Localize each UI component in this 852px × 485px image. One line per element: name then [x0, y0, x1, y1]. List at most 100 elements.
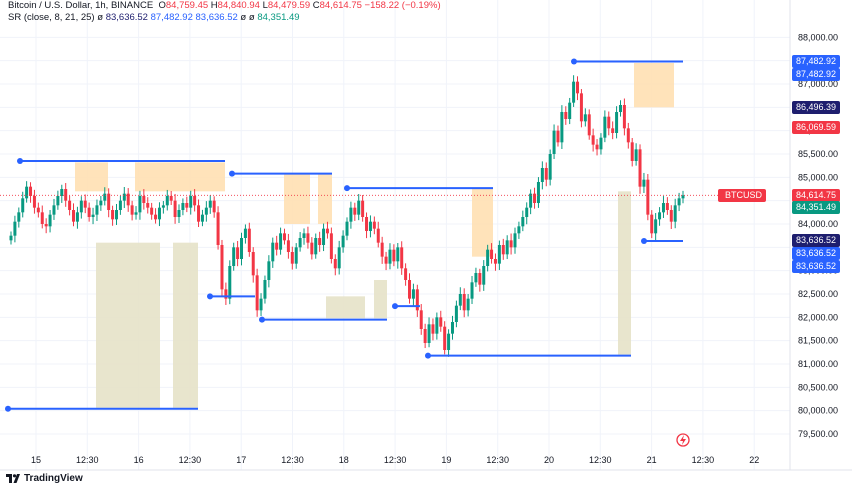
candle-body: [357, 200, 361, 215]
sr-zone: [374, 280, 387, 319]
candle-body: [544, 168, 548, 180]
candle-body: [325, 228, 329, 234]
candle-body: [48, 214, 52, 227]
candle-body: [650, 214, 654, 234]
candle-body: [404, 268, 408, 280]
candle-body: [474, 273, 478, 283]
candle-body: [122, 193, 126, 201]
candle-body: [279, 233, 283, 250]
candle-body: [44, 224, 48, 227]
candle-body: [91, 214, 95, 217]
y-tick-label: 80,500.00: [798, 382, 838, 392]
sr-zone: [135, 162, 225, 192]
candle-body: [228, 266, 232, 299]
candle-body: [564, 112, 568, 119]
x-tick-label: 12:30: [486, 455, 509, 465]
candle-body: [572, 81, 576, 103]
candle-body: [259, 298, 263, 311]
x-tick-label: 16: [134, 455, 144, 465]
candle-body: [240, 238, 244, 259]
candle-body: [493, 259, 497, 264]
y-tick-label: 82,000.00: [798, 312, 838, 322]
lightning-icon[interactable]: [676, 433, 690, 447]
candle-body: [13, 221, 17, 236]
x-tick-label: 19: [441, 455, 451, 465]
candle-body: [267, 261, 271, 280]
candle-body: [576, 81, 580, 94]
candle-body: [552, 130, 556, 154]
indicator-value-3: 83,636.52: [195, 12, 238, 23]
candle-body: [611, 128, 615, 133]
candle-body: [505, 240, 509, 255]
candle-body: [634, 149, 638, 161]
sr-line-anchor: [229, 170, 235, 177]
candle-body: [361, 200, 365, 217]
candle-body: [529, 193, 533, 208]
candle-body: [52, 205, 56, 215]
candle-body: [154, 214, 158, 220]
sr-line-anchor: [571, 58, 577, 65]
candle-body: [56, 196, 60, 206]
candle-body: [29, 186, 33, 196]
candle-body: [415, 289, 419, 311]
candle-body: [638, 149, 642, 187]
candle-body: [669, 210, 673, 222]
candle-body: [591, 135, 595, 145]
symbol-title[interactable]: Bitcoin / U.S. Dollar, 1h, BINANCE: [8, 0, 154, 11]
candle-body: [290, 252, 294, 264]
candle-body: [255, 275, 259, 311]
tradingview-logo-icon: [6, 474, 20, 483]
y-tick-label: 85,500.00: [798, 149, 838, 159]
candle-body: [568, 102, 572, 119]
candle-body: [646, 179, 650, 215]
candle-body: [138, 196, 142, 213]
sr-zone: [75, 162, 108, 192]
candle-body: [87, 207, 91, 217]
indicator-title[interactable]: SR (close, 8, 21, 25): [8, 12, 95, 23]
candle-body: [208, 200, 212, 208]
price-label: 86,496.39: [791, 101, 840, 114]
candle-body: [79, 200, 83, 213]
candle-body: [72, 210, 76, 222]
candle-body: [107, 193, 111, 210]
candle-body: [333, 259, 337, 269]
y-tick-label: 83,500.00: [798, 242, 838, 252]
candle-body: [204, 207, 208, 215]
candle-body: [220, 245, 224, 290]
candle-body: [142, 196, 146, 203]
indicator-value-4: ø: [240, 12, 247, 23]
low-value: 84,479.59: [267, 0, 311, 11]
candle-body: [177, 210, 181, 217]
candle-body: [630, 142, 634, 161]
candle-body: [236, 247, 240, 259]
candle-body: [435, 317, 439, 334]
low-label: L: [262, 0, 268, 11]
x-tick-label: 12:30: [281, 455, 304, 465]
candlestick-series: [9, 75, 685, 357]
candle-body: [157, 207, 161, 220]
candle-body: [427, 324, 431, 343]
time-axis[interactable]: 15 12:30 16 12:30 17 12:30 18 12:30 19 12:30 20 12:…: [0, 455, 852, 471]
sr-zone: [618, 191, 631, 355]
support-resistance-lines: [5, 58, 683, 412]
candle-body: [497, 245, 501, 264]
candle-body: [302, 233, 306, 238]
candle-body: [615, 112, 619, 133]
candle-body: [392, 249, 396, 262]
candle-body: [595, 144, 599, 150]
candle-body: [9, 235, 13, 241]
sr-zone: [634, 63, 674, 108]
candle-body: [111, 210, 115, 220]
price-label: 86,069.59: [791, 120, 840, 134]
candle-body: [396, 247, 400, 262]
candle-body: [64, 189, 68, 201]
candle-body: [470, 282, 474, 299]
candle-body: [673, 205, 677, 222]
tradingview-brand[interactable]: TradingView: [24, 473, 83, 484]
sr-line-anchor: [259, 316, 265, 323]
candle-body: [21, 198, 25, 213]
candle-body: [181, 203, 185, 210]
sr-line-anchor: [344, 185, 350, 192]
sr-zone: [326, 296, 365, 319]
